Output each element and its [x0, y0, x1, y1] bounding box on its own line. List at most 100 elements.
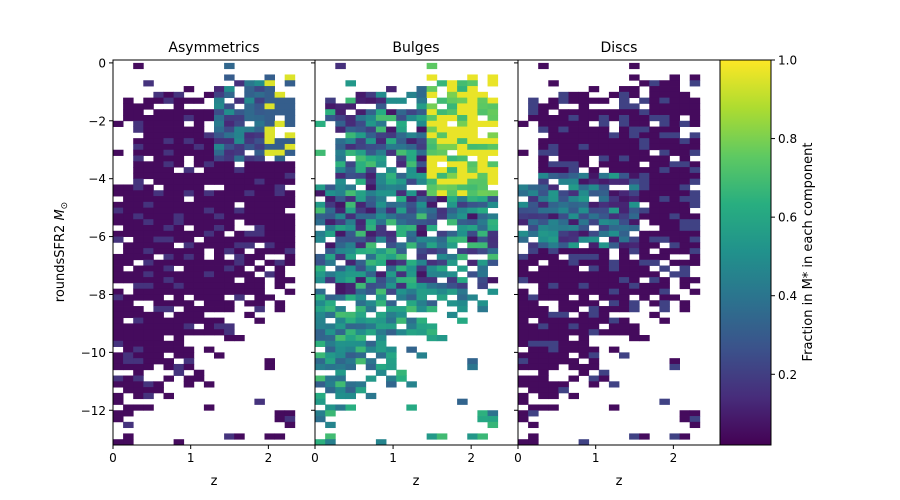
heatmap-cell [173, 225, 185, 232]
heatmap-cell [345, 184, 356, 191]
heatmap-cell [375, 323, 387, 330]
heatmap-cell [193, 190, 205, 197]
heatmap-cell [538, 253, 549, 261]
heatmap-cell [173, 149, 185, 156]
heatmap-cell [457, 178, 468, 185]
heatmap-cell [558, 115, 569, 122]
heatmap-cell [588, 178, 600, 185]
heatmap-cell [183, 282, 195, 290]
heatmap-cell [133, 149, 144, 156]
heatmap-cell [679, 207, 691, 214]
heatmap-cell [133, 381, 144, 388]
heatmap-cell [254, 190, 265, 197]
heatmap-cell [588, 86, 600, 93]
heatmap-cell [578, 335, 590, 342]
heatmap-cell [588, 184, 600, 191]
heatmap-cell [264, 138, 275, 145]
heatmap-cell [153, 329, 164, 336]
heatmap-cell [274, 300, 286, 307]
heatmap-cell [224, 190, 235, 197]
heatmap-cell [193, 225, 205, 232]
heatmap-cell [173, 172, 185, 180]
heatmap-cell [578, 91, 590, 99]
heatmap-cell [193, 143, 205, 151]
heatmap-cell [518, 317, 529, 324]
heatmap-cell [143, 115, 154, 122]
heatmap-cell [619, 86, 630, 93]
heatmap-cell [406, 207, 417, 214]
heatmap-cell [123, 219, 134, 226]
heatmap-cell [659, 253, 670, 261]
heatmap-cell [467, 178, 478, 185]
heatmap-cell [396, 271, 407, 278]
heatmap-cell [396, 306, 407, 313]
heatmap-cell [649, 300, 660, 307]
heatmap-cell [284, 132, 296, 139]
heatmap-cell [689, 161, 701, 168]
heatmap-cell [274, 282, 286, 290]
heatmap-cell [355, 149, 367, 156]
heatmap-cell [558, 91, 569, 99]
heatmap-cell [386, 97, 397, 104]
heatmap-cell [528, 329, 539, 336]
heatmap-cell [143, 340, 154, 347]
heatmap-cell [608, 346, 620, 353]
heatmap-cell [477, 300, 488, 307]
heatmap-cell [335, 167, 346, 174]
heatmap-cell [558, 213, 569, 220]
heatmap-cell [548, 126, 559, 133]
heatmap-cell [335, 219, 346, 226]
heatmap-cell [548, 103, 559, 110]
heatmap-cell [548, 207, 559, 214]
heatmap-cell [548, 138, 559, 145]
heatmap-cell [375, 115, 387, 122]
heatmap-cell [345, 201, 356, 209]
heatmap-cell [649, 91, 660, 99]
heatmap-cell [467, 242, 478, 249]
heatmap-cell [244, 115, 255, 122]
heatmap-cell [214, 213, 225, 220]
heatmap-cell [396, 277, 407, 284]
heatmap-cell [173, 439, 185, 445]
heatmap-cell [416, 86, 428, 93]
heatmap-cell [396, 242, 407, 249]
heatmap-cell [163, 120, 174, 127]
heatmap-cell [143, 358, 154, 365]
heatmap-cell [578, 352, 590, 359]
heatmap-cell [416, 132, 428, 139]
heatmap-cell [558, 190, 569, 197]
heatmap-cell [345, 265, 356, 272]
heatmap-cell [548, 294, 559, 301]
heatmap-cell [578, 282, 590, 290]
heatmap-cell [406, 143, 417, 151]
heatmap-cell [558, 132, 569, 139]
heatmap-cell [153, 294, 164, 301]
heatmap-cell [244, 201, 255, 209]
heatmap-cell [467, 248, 478, 255]
heatmap-cell [396, 184, 407, 191]
heatmap-cell [518, 306, 529, 313]
heatmap-cell [457, 109, 468, 116]
heatmap-cell [619, 196, 630, 203]
heatmap-cell [659, 172, 670, 180]
heatmap-cell [133, 294, 144, 301]
heatmap-cell [113, 288, 124, 295]
heatmap-cell [153, 115, 164, 122]
heatmap-cell [133, 207, 144, 214]
heatmap-cell [487, 253, 499, 261]
heatmap-cell [123, 404, 134, 411]
heatmap-cell [173, 178, 185, 185]
heatmap-cell [335, 387, 346, 394]
heatmap-cell [619, 155, 630, 162]
heatmap-cell [406, 132, 417, 139]
heatmap-cell [538, 184, 549, 191]
heatmap-cell [608, 236, 620, 243]
heatmap-cell [375, 230, 387, 237]
heatmap-cell [477, 416, 488, 423]
heatmap-cell [143, 381, 154, 388]
heatmap-cell [588, 230, 600, 237]
heatmap-cell [659, 80, 670, 87]
heatmap-cell [315, 207, 326, 214]
heatmap-cell [436, 155, 448, 162]
heatmap-cell [365, 340, 377, 347]
